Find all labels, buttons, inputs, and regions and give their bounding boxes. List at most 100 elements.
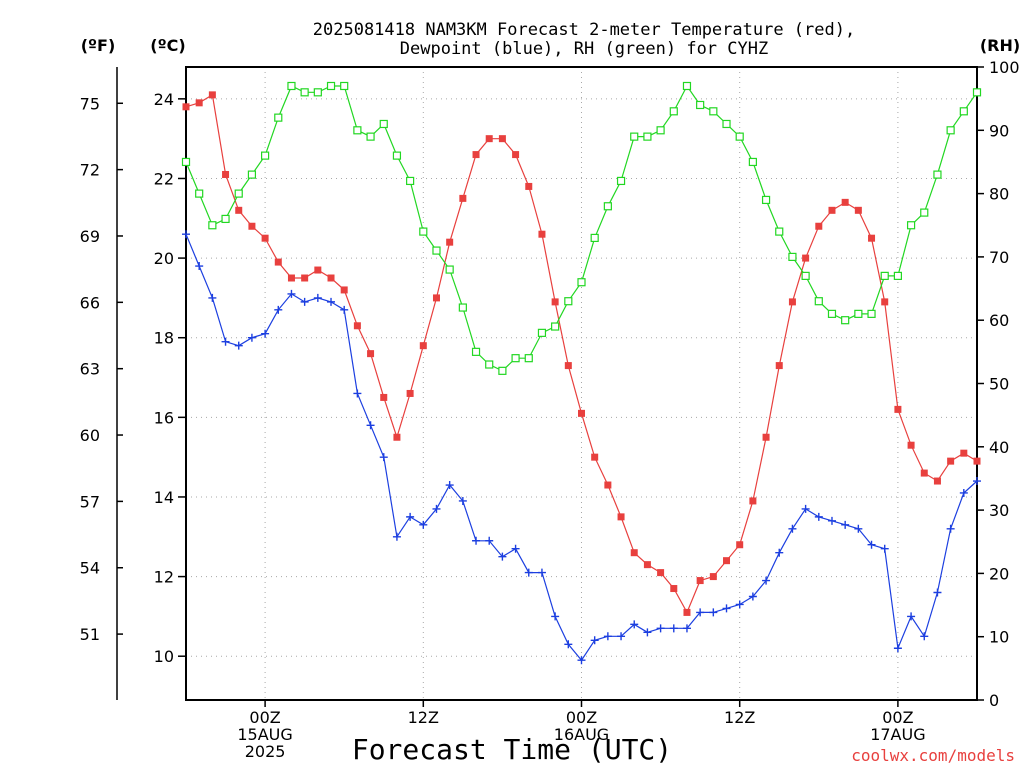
dewpoint-point [445, 481, 454, 490]
dewpoint-point [274, 305, 283, 314]
rh-point [524, 354, 533, 363]
temperature-point [894, 405, 902, 413]
rh-line [185, 84, 978, 372]
rh-point [195, 189, 204, 198]
dewpoint-point [208, 293, 217, 302]
dewpoint-point [392, 532, 401, 541]
dewpoint-point [472, 536, 481, 545]
dewpoint-point [590, 636, 599, 645]
dewpoint-point [498, 552, 507, 561]
fahrenheit-tick-label: 66 [80, 293, 100, 312]
dewpoint-point [221, 337, 230, 346]
rh-point [498, 366, 507, 375]
fahrenheit-tick-label: 51 [80, 625, 100, 644]
rh-tick-label: 100 [989, 58, 1020, 77]
rh-point [814, 297, 823, 306]
rh-point [643, 132, 652, 141]
rh-point [261, 151, 270, 160]
rh-point [709, 107, 718, 116]
dewpoint-point [511, 544, 520, 553]
rh-tick-label: 80 [989, 185, 1009, 204]
dewpoint-point [959, 488, 968, 497]
rh-point [906, 221, 916, 230]
dewpoint-point [287, 289, 296, 298]
rh-point [920, 208, 929, 217]
rh-point [669, 107, 678, 116]
temperature-point [749, 497, 757, 505]
rh-point [827, 309, 837, 318]
dewpoint-point [867, 540, 876, 549]
fahrenheit-tick-label: 57 [80, 492, 100, 511]
dewpoint-point [814, 512, 823, 521]
dewpoint-point [551, 612, 560, 621]
x-tick-label: 00Z [566, 708, 597, 727]
temperature-point [340, 286, 348, 294]
rh-point [801, 271, 810, 280]
rh-point [551, 322, 560, 331]
grid-lines [186, 67, 977, 700]
dewpoint-point [247, 333, 256, 342]
rh-tick-label: 30 [989, 501, 1009, 520]
dewpoint-point [603, 632, 612, 641]
dewpoint-point [827, 516, 836, 525]
x-tick-label: 15AUG [237, 725, 292, 744]
dewpoint-point [406, 512, 415, 521]
dewpoint-point [735, 600, 744, 609]
rh-tick-label: 0 [989, 691, 999, 710]
dewpoint-point [300, 297, 309, 306]
temperature-point [591, 453, 599, 461]
rh-point [893, 271, 903, 280]
rh-point [366, 132, 375, 141]
temperature-point [432, 294, 440, 302]
dewpoint-point [379, 453, 388, 462]
dewpoint-point [630, 620, 639, 629]
rh-unit-label: (RH) [980, 36, 1020, 55]
temperature-point [274, 258, 282, 266]
temperature-point [604, 481, 612, 489]
rh-point [287, 81, 296, 91]
temperature-point [617, 513, 625, 521]
dewpoint-point [353, 389, 362, 398]
rh-point [221, 214, 230, 224]
rh-point [392, 151, 402, 160]
rh-point [432, 246, 441, 255]
rh-point [603, 202, 612, 211]
temperature-point [195, 99, 203, 107]
rh-point [537, 328, 547, 337]
dewpoint-point [709, 608, 718, 617]
fahrenheit-unit-label: (ºF) [81, 36, 116, 55]
rh-point [353, 126, 362, 135]
temperature-point [261, 234, 269, 242]
dewpoint-point [524, 568, 533, 577]
rh-point [946, 126, 955, 135]
dewpoint-point [313, 293, 322, 302]
celsius-tick-label: 12 [154, 568, 174, 587]
source-credit: coolwx.com/models [851, 746, 1015, 765]
dewpoint-point [432, 504, 441, 513]
temperature-point [854, 206, 862, 214]
temperature-point [525, 182, 533, 190]
dewpoint-point [696, 608, 705, 617]
temperature-point [828, 206, 836, 214]
fahrenheit-tick-label: 69 [80, 227, 100, 246]
x-tick-label: 12Z [724, 708, 755, 727]
temperature-point [788, 298, 796, 306]
temperature-point [485, 135, 493, 143]
temperature-point [920, 469, 928, 477]
rh-tick-label: 40 [989, 438, 1009, 457]
rh-point [406, 176, 415, 186]
dewpoint-point [195, 262, 204, 271]
dewpoint-point [854, 524, 863, 533]
dewpoint-point [234, 341, 243, 350]
temperature-point [947, 457, 955, 465]
rh-point [630, 132, 639, 141]
rh-point [788, 252, 797, 261]
celsius-tick-label: 22 [154, 169, 174, 188]
temperature-point [670, 585, 678, 593]
temperature-point [736, 541, 744, 549]
temperature-point [960, 449, 968, 457]
dewpoint-point [880, 544, 889, 553]
rh-point [656, 126, 665, 135]
